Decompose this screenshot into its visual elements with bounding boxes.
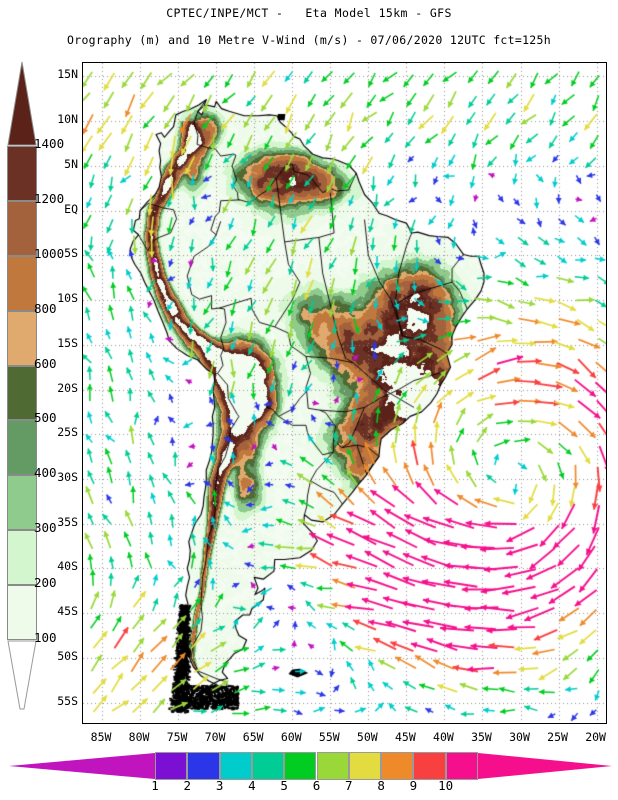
- longitude-tick-label: 60W: [280, 730, 302, 744]
- orography-tick-label: 1400: [34, 136, 65, 151]
- orography-tick-label: 800: [34, 300, 57, 316]
- wind-colorbar-ticks: 1 2 3 4 5 6 7 8 9 10: [0, 778, 618, 798]
- longitude-axis: 85W 80W 75W 70W 65W 60W 55W 50W 45W 40W 35W 30W 25W 2…: [82, 729, 607, 747]
- longitude-tick-label: 55W: [318, 730, 340, 744]
- latitude-tick-label: 30S: [57, 469, 78, 484]
- orography-over-arrow: [7, 60, 37, 146]
- longitude-tick-label: 80W: [128, 730, 150, 744]
- orography-colorbar-band: [7, 200, 37, 256]
- wind-over-arrow: [478, 752, 613, 780]
- wind-colorbar-band: [445, 752, 478, 780]
- orography-colorbar-band: [7, 255, 37, 311]
- wind-colorbar-band: [348, 752, 382, 780]
- longitude-tick-label: 25W: [547, 730, 568, 744]
- wind-colorbar: [0, 752, 618, 780]
- wind-tick-label: 5: [280, 778, 288, 793]
- latitude-tick-label: 10S: [57, 291, 78, 306]
- orography-under-arrow: [7, 640, 37, 710]
- wind-tick-label: 4: [248, 778, 256, 793]
- longitude-tick-label: 65W: [242, 730, 264, 744]
- orography-tick-label: 100: [34, 630, 57, 645]
- wind-colorbar-band: [219, 752, 252, 780]
- wind-colorbar-band: [413, 752, 446, 780]
- latitude-tick-label: 15N: [57, 67, 78, 82]
- longitude-tick-label: 85W: [90, 730, 112, 744]
- orography-tick-label: 200: [34, 575, 57, 591]
- orography-colorbar: [7, 60, 37, 710]
- wind-vector-field: [83, 63, 606, 723]
- wind-colorbar-band: [187, 752, 220, 780]
- latitude-tick-label: 40S: [57, 559, 78, 574]
- longitude-tick-label: 40W: [433, 730, 454, 744]
- chart-subtitle: Orography (m) and 10 Metre V-Wind (m/s) …: [67, 33, 551, 47]
- wind-tick-label: 8: [377, 778, 385, 793]
- longitude-tick-label: 30W: [509, 730, 530, 744]
- wind-tick-label: 10: [438, 778, 454, 793]
- wind-tick-label: 9: [409, 778, 418, 793]
- wind-under-arrow: [8, 752, 156, 780]
- latitude-tick-label: 5S: [64, 246, 78, 261]
- orography-tick-label: 1200: [34, 190, 65, 206]
- orography-tick-label: 400: [34, 465, 57, 481]
- wind-colorbar-band: [316, 752, 349, 780]
- orography-colorbar-band: [7, 146, 37, 201]
- longitude-tick-label: 50W: [356, 730, 378, 744]
- wind-colorbar-band: [251, 752, 285, 780]
- orography-colorbar-band: [7, 475, 37, 531]
- wind-tick-label: 2: [183, 778, 192, 793]
- latitude-tick-label: 10N: [57, 112, 78, 127]
- wind-tick-label: 6: [312, 778, 321, 793]
- orography-colorbar-band: [7, 530, 37, 586]
- orography-tick-label: 300: [34, 520, 57, 536]
- wind-tick-label: 3: [215, 778, 224, 793]
- longitude-tick-label: 75W: [166, 730, 188, 744]
- latitude-tick-label: 50S: [57, 648, 78, 663]
- orography-tick-label: 1000: [34, 245, 65, 261]
- latitude-tick-label: 25S: [57, 425, 78, 440]
- latitude-axis: 15N 10N 5N EQ 5S 10S 15S 20S 25S 30S 35S 40S 45S 50S 5…: [30, 62, 78, 724]
- longitude-tick-label: 45W: [394, 730, 416, 744]
- wind-colorbar-band: [284, 752, 317, 780]
- latitude-tick-label: 45S: [57, 604, 78, 619]
- wind-colorbar-band: [155, 752, 188, 780]
- wind-tick-label: 1: [151, 778, 159, 793]
- latitude-tick-label: 55S: [57, 693, 78, 708]
- latitude-tick-label: 5N: [64, 156, 78, 171]
- longitude-tick-label: 20W: [585, 730, 606, 744]
- wind-colorbar-band: [381, 752, 414, 780]
- orography-colorbar-band: [7, 365, 37, 421]
- orography-tick-label: 500: [34, 410, 57, 426]
- orography-colorbar-band: [7, 310, 37, 366]
- longitude-tick-label: 70W: [204, 730, 226, 744]
- page-title: CPTEC/INPE/MCT - Eta Model 15km - GFS: [166, 6, 452, 20]
- map-plot-area[interactable]: [82, 62, 607, 724]
- latitude-tick-label: EQ: [64, 201, 78, 216]
- latitude-tick-label: 15S: [57, 335, 78, 350]
- orography-tick-label: 600: [34, 355, 57, 371]
- latitude-tick-label: 20S: [57, 380, 78, 395]
- longitude-tick-label: 35W: [471, 730, 492, 744]
- orography-colorbar-band: [7, 585, 37, 640]
- orography-colorbar-band: [7, 420, 37, 476]
- wind-tick-label: 7: [345, 778, 353, 793]
- latitude-tick-label: 35S: [57, 514, 78, 529]
